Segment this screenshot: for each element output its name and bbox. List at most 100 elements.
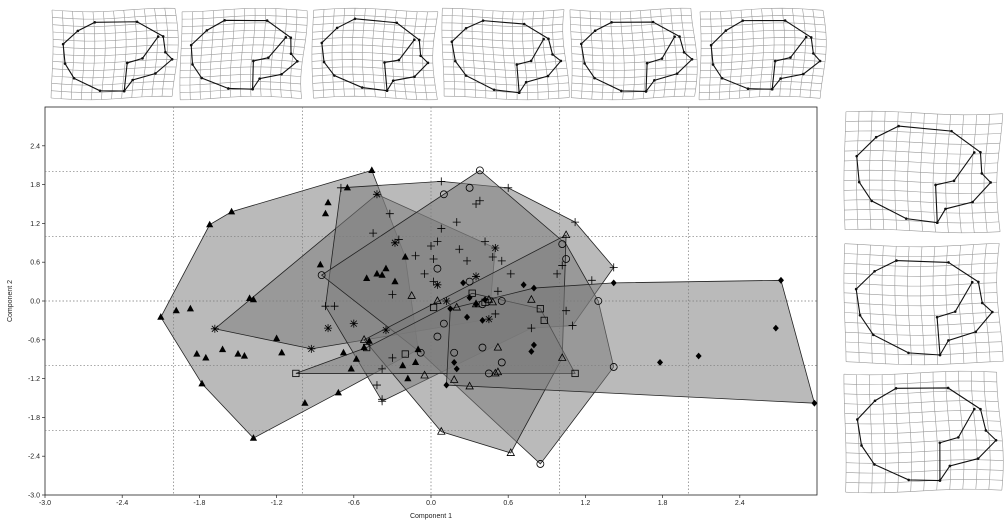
- landmark: [72, 77, 76, 80]
- x-tick-label: -1.2: [271, 500, 283, 507]
- point-diamond: [772, 324, 779, 332]
- grid-line: [180, 59, 303, 64]
- y-tick-label: 2.4: [30, 143, 40, 150]
- landmark: [141, 57, 144, 60]
- x-tick-label: -1.8: [193, 500, 205, 507]
- point-plus: [429, 277, 438, 286]
- x-tick-label: -3.0: [39, 500, 51, 507]
- point-plus: [493, 287, 502, 296]
- point-plus: [568, 321, 577, 330]
- landmark: [946, 386, 950, 390]
- point-asterisk: [210, 324, 219, 333]
- grid-line: [844, 243, 1000, 248]
- point-asterisk: [381, 326, 390, 335]
- landmark: [860, 444, 863, 447]
- grid-line: [572, 66, 698, 71]
- point-open-triangle: [420, 370, 429, 379]
- point-circle: [478, 343, 487, 352]
- landmark: [131, 78, 134, 82]
- shape-outline: [190, 19, 299, 90]
- shape-panel: [843, 243, 1004, 366]
- point-plus: [378, 364, 387, 373]
- landmark: [907, 351, 910, 355]
- landmark: [741, 19, 745, 22]
- landmark: [170, 57, 174, 61]
- shape-outline: [856, 387, 997, 482]
- grid-line: [845, 420, 1001, 425]
- point-plus: [388, 290, 397, 299]
- grid-line: [846, 469, 1004, 474]
- point-diamond: [473, 300, 480, 308]
- landmark: [675, 72, 679, 75]
- point-square: [536, 305, 544, 313]
- landmark: [551, 53, 554, 56]
- y-tick-label: -1.2: [28, 376, 40, 383]
- landmark: [522, 22, 526, 26]
- landmark: [450, 40, 454, 44]
- point-diamond: [451, 359, 458, 366]
- point-square: [468, 289, 476, 297]
- grid-line: [569, 7, 691, 13]
- grid-line: [845, 351, 1003, 356]
- point-asterisk: [372, 190, 381, 199]
- grid-line: [843, 292, 997, 297]
- point-plus: [497, 256, 506, 265]
- landmark: [454, 59, 457, 63]
- landmark: [125, 61, 129, 65]
- landmark: [934, 183, 937, 187]
- point-filled-triangle: [240, 351, 249, 359]
- landmark: [948, 464, 952, 468]
- x-axis-title: Component 1: [410, 513, 452, 520]
- grid-line: [182, 22, 308, 27]
- right-shape-panels: [843, 110, 1004, 494]
- landmark: [977, 280, 980, 284]
- grid-line: [571, 81, 697, 86]
- grid-line: [181, 44, 305, 49]
- point-filled-triangle: [227, 207, 236, 215]
- point-filled-triangle: [234, 350, 242, 357]
- grid-line: [51, 7, 176, 13]
- landmark: [935, 315, 939, 319]
- shape-outline: [710, 19, 821, 90]
- landmark: [98, 89, 102, 93]
- grid-line: [182, 15, 308, 20]
- landmark: [979, 407, 982, 411]
- point-diamond: [695, 352, 702, 360]
- points: [157, 166, 818, 468]
- grid-line: [570, 22, 693, 27]
- grid-line: [180, 95, 302, 101]
- grid-line: [181, 29, 307, 35]
- grid-line: [700, 7, 824, 13]
- grid-line: [52, 59, 178, 64]
- grid-line: [312, 29, 435, 35]
- shape-outline: [62, 21, 173, 92]
- grid-line: [843, 380, 997, 385]
- landmark: [191, 63, 194, 66]
- point-asterisk: [472, 272, 481, 281]
- landmark: [989, 181, 992, 184]
- grid-line: [443, 81, 569, 86]
- landmark: [856, 418, 859, 421]
- grid-line: [442, 15, 564, 20]
- point-asterisk: [324, 324, 333, 333]
- grid-line: [700, 66, 825, 71]
- landmark: [464, 26, 468, 30]
- x-tick-label: 1.2: [581, 500, 591, 507]
- grid-line: [996, 243, 1004, 362]
- landmark: [223, 19, 226, 22]
- point-filled-triangle: [347, 364, 355, 372]
- grid-line: [571, 44, 696, 49]
- point-plus: [411, 251, 420, 260]
- point-open-triangle: [407, 290, 416, 299]
- grid-line: [844, 262, 998, 267]
- point-filled-triangle: [334, 388, 342, 396]
- grid-line: [52, 15, 177, 20]
- landmark: [971, 200, 974, 204]
- point-plus: [506, 269, 515, 278]
- landmark: [265, 19, 269, 22]
- point-square: [429, 303, 438, 312]
- grid-line: [311, 44, 434, 49]
- point-filled-triangle: [368, 166, 376, 173]
- y-tick-label: -0.6: [28, 337, 40, 344]
- landmark: [413, 38, 416, 42]
